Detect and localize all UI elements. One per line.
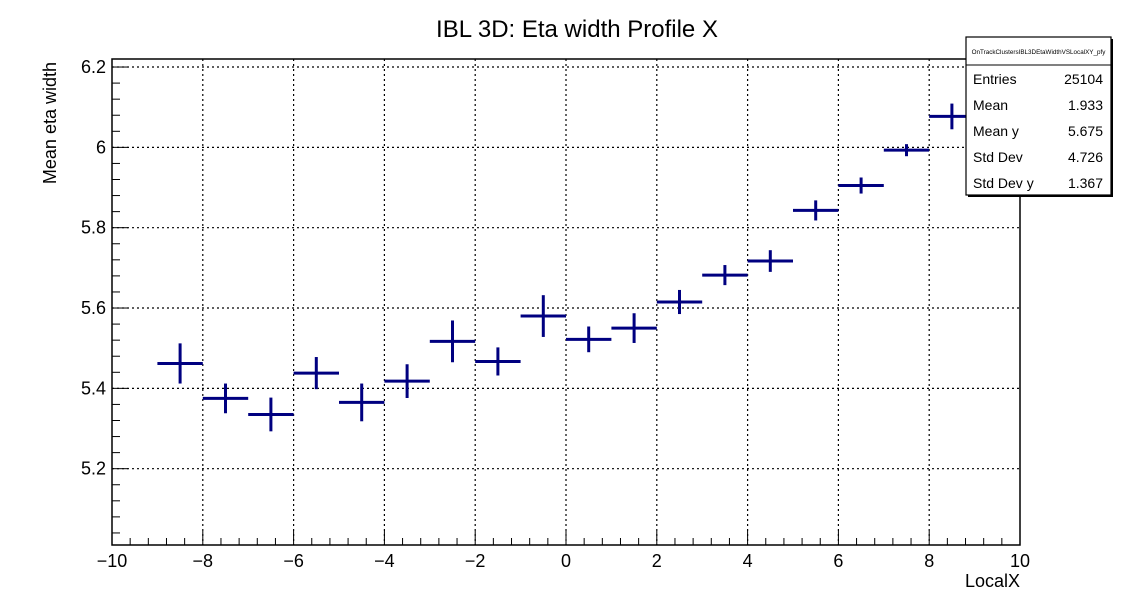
grid-lines: [112, 59, 1020, 545]
y-tick-label: 5.6: [81, 298, 106, 318]
x-tick-label: 10: [1010, 551, 1030, 571]
data-point: [566, 326, 612, 353]
data-point: [838, 177, 884, 194]
stats-box: OnTrackClustersIBL3DEtaWidthVSLocalXY_pf…: [965, 36, 1113, 197]
data-point: [883, 144, 930, 157]
stats-box-border: [965, 36, 1112, 196]
plot-frame: [111, 58, 1021, 546]
data-point: [157, 343, 203, 384]
x-tick-label: −4: [374, 551, 395, 571]
data-points: [157, 103, 975, 432]
data-point: [339, 383, 385, 422]
axes: −10 −8 −6 −4 −2 0 2 4 6 8 10 5.2 5.4 5.6 5.8 6 6.2: [81, 57, 1030, 571]
x-tick-label: 2: [652, 551, 662, 571]
data-point: [656, 289, 703, 315]
stats-row-value: 1.367: [1068, 175, 1103, 191]
stats-row-label: Std Dev: [973, 149, 1023, 165]
data-point: [384, 364, 430, 398]
data-point: [520, 295, 566, 337]
stats-row-value: 4.726: [1068, 149, 1103, 165]
data-point: [293, 357, 339, 390]
x-tick-label: 8: [924, 551, 934, 571]
stats-row-value: 1.933: [1068, 97, 1103, 113]
stats-row-label: Std Dev y: [973, 175, 1034, 191]
data-point: [611, 313, 657, 343]
plot-border: [111, 58, 1021, 546]
stats-row-value: 25104: [1064, 71, 1103, 87]
data-point: [202, 383, 249, 414]
y-tick-label: 6.2: [81, 57, 106, 77]
stats-row-label: Mean: [973, 97, 1008, 113]
x-tick-label: −8: [193, 551, 214, 571]
x-axis-label: LocalX: [965, 571, 1020, 591]
x-tick-label: −6: [283, 551, 304, 571]
data-point: [702, 265, 748, 286]
data-point: [475, 347, 521, 376]
chart-title: IBL 3D: Eta width Profile X: [436, 16, 718, 43]
x-tick-label: 0: [561, 551, 571, 571]
y-axis-label: Mean eta width: [40, 62, 60, 184]
x-tick-label: −10: [97, 551, 128, 571]
y-tick-label: 5.8: [81, 218, 106, 238]
stats-box-name: OnTrackClustersIBL3DEtaWidthVSLocalXY_pf…: [972, 49, 1107, 56]
stats-row-label: Mean y: [973, 123, 1019, 139]
data-point: [248, 397, 294, 432]
data-point: [429, 320, 476, 363]
data-point: [747, 250, 793, 272]
y-tick-label: 6: [96, 137, 106, 157]
x-tick-label: 6: [833, 551, 843, 571]
x-tick-label: 4: [743, 551, 753, 571]
data-point: [793, 200, 839, 221]
stats-row-label: Entries: [973, 71, 1017, 87]
y-tick-label: 5.2: [81, 459, 106, 479]
stats-row-value: 5.675: [1068, 123, 1103, 139]
x-tick-label: −2: [465, 551, 486, 571]
y-tick-label: 5.4: [81, 378, 106, 398]
